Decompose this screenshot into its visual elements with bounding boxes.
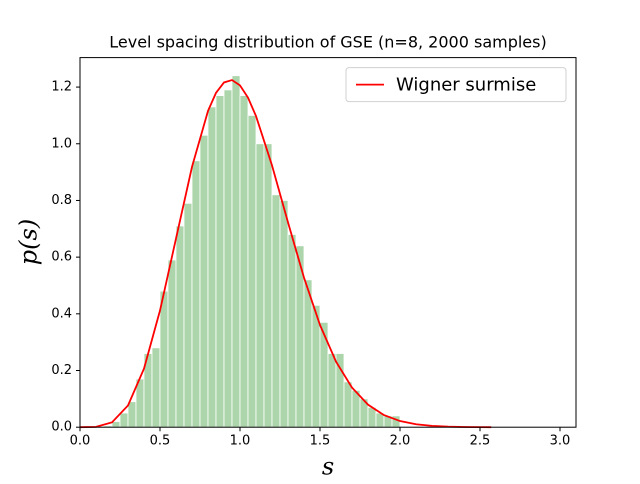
bar [151,347,161,428]
x-axis-label: s [322,453,334,481]
bar [239,95,249,428]
y-tick-label: 0.0 [51,420,72,435]
bar [271,194,281,428]
x-tick-label: 2.5 [470,434,491,449]
x-tick-label: 2.0 [390,434,411,449]
y-axis-label: p(s) [15,219,43,265]
bar [159,290,169,428]
x-tick-label: 3.0 [550,434,571,449]
y-tick-label: 0.4 [51,306,72,321]
bar [175,225,185,428]
bar [191,160,201,428]
legend-box [345,67,567,103]
y-tick-label: 0.2 [51,363,72,378]
y-tick-label: 1.2 [51,80,72,95]
x-tick-label: 0.0 [70,434,91,449]
bar [319,321,329,428]
x-tick-label: 1.0 [230,434,251,449]
y-tick-label: 0.6 [51,250,72,265]
x-tick-label: 1.5 [310,434,331,449]
bar [119,412,129,428]
x-tick-label: 0.5 [150,434,171,449]
bar [255,143,265,428]
bar [207,106,217,428]
bar [263,143,273,428]
bar [199,134,209,428]
plot-frame [79,57,577,428]
bar [367,406,377,428]
bar [215,95,225,428]
y-tick-label: 0.8 [51,193,72,208]
chart-title: Level spacing distribution of GSE (n=8, … [109,33,546,52]
bar [127,401,137,428]
bar [247,115,257,428]
curve [79,79,492,429]
legend-label: Wigner surmise [396,75,536,96]
y-tick-label: 1.0 [51,136,72,151]
bar [167,259,177,428]
bar [231,75,241,428]
bar [287,234,297,428]
bar [327,353,337,428]
bar [279,200,289,428]
bar [303,279,313,428]
bar [343,381,353,428]
bar [183,202,193,428]
bar [223,89,233,428]
